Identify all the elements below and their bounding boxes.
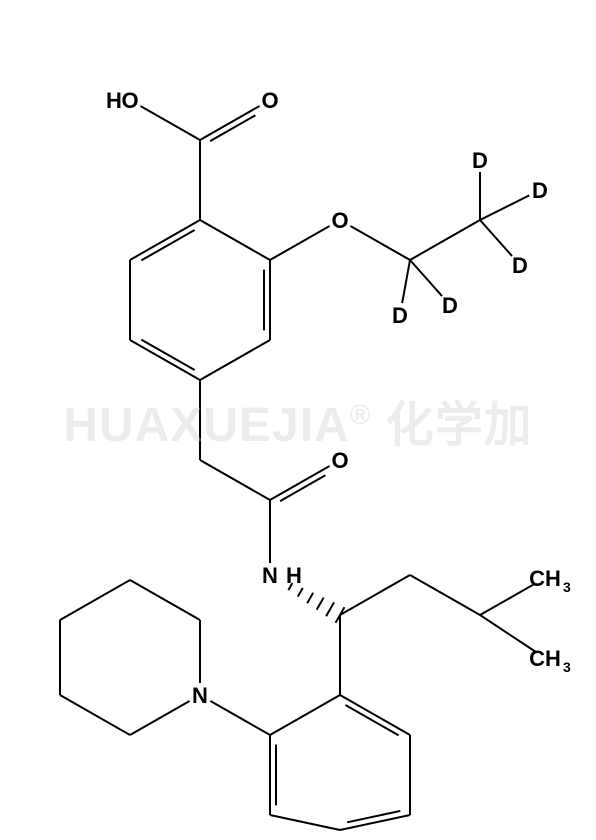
atom-label: CH xyxy=(529,646,561,671)
atom-label: O xyxy=(121,88,138,113)
atom-label: N xyxy=(262,563,278,588)
atom-label: O xyxy=(331,448,348,473)
svg-text:3: 3 xyxy=(563,579,571,595)
atom-label: CH xyxy=(529,566,561,591)
atom-label: D xyxy=(442,293,458,318)
chemical-structure-diagram: OOHODDDDDONHCH3CH3N xyxy=(0,0,596,840)
atom-label: D xyxy=(472,148,488,173)
atom-label: O xyxy=(261,88,278,113)
atom-label: D xyxy=(392,303,408,328)
svg-text:H: H xyxy=(106,88,122,113)
svg-text:H: H xyxy=(286,563,302,588)
atom-label: N xyxy=(192,683,208,708)
atom-label: D xyxy=(512,253,528,278)
svg-text:3: 3 xyxy=(563,659,571,675)
atom-label: D xyxy=(532,178,548,203)
atom-label: O xyxy=(331,208,348,233)
